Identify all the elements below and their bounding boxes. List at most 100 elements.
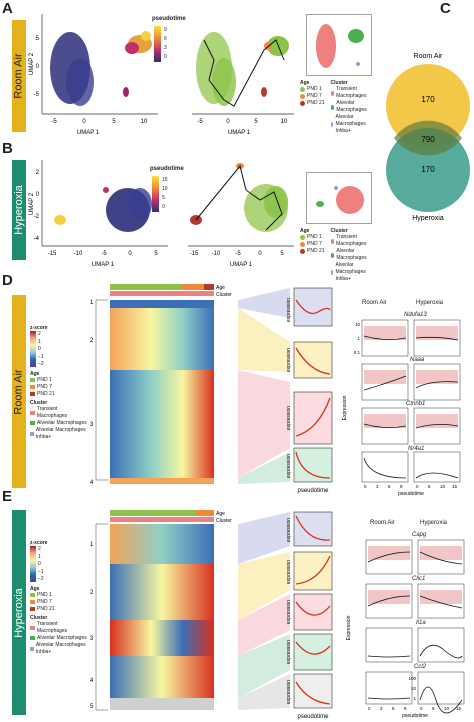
sidebar-label: Room Air (13, 368, 25, 415)
expression-label: expression (286, 454, 292, 478)
tick: 9 (404, 706, 407, 711)
expression-label: expression (286, 298, 292, 322)
gene-xlabel: pseudotime (398, 491, 424, 496)
dot (330, 238, 335, 244)
legend-cluster-title: Cluster (30, 614, 48, 621)
tick: -5 (197, 119, 203, 125)
tick: 2 (38, 546, 41, 552)
cluster-number: 2 (90, 338, 94, 344)
umap-xlabel: UMAP 1 (77, 130, 100, 136)
tick: 5 (428, 484, 431, 489)
cluster-number: 4 (90, 480, 94, 486)
legend-item: PND 1 (37, 591, 52, 598)
tick: 1 (38, 553, 41, 560)
tick: 0 (36, 192, 40, 198)
pseudotime-colorbar-a (154, 26, 161, 62)
panel-label-c: C (440, 0, 451, 17)
swatch (30, 646, 34, 651)
swatch (30, 600, 35, 604)
swatch (30, 378, 35, 382)
swatch (30, 593, 35, 597)
swatch (30, 385, 35, 389)
venn-overlap: 790 (421, 135, 435, 144)
umap-xlabel: UMAP 1 (92, 262, 115, 268)
gene-col-hyperoxia-e: Hyperoxia (420, 520, 448, 526)
tick: 10 (281, 119, 288, 125)
legend-cluster-title: Cluster (330, 228, 348, 234)
tick: 0 (38, 346, 41, 352)
panel-label-d: D (2, 272, 13, 289)
expression-label: expression (286, 560, 292, 584)
cluster-number: 3 (90, 636, 94, 642)
legend-item: PND 1 (37, 376, 52, 383)
zscore-colorbar (30, 546, 36, 582)
tick: 5 (432, 706, 435, 711)
tick: 5 (254, 119, 258, 125)
tick: 0 (258, 251, 262, 257)
legend-age-title: Age (30, 585, 40, 592)
tick: 10 (355, 322, 361, 327)
tick: 15 (162, 177, 168, 183)
pseudotime-title-a: pseudotime (152, 16, 186, 22)
expression-label: expression (286, 600, 292, 624)
legend-item: Alveolar Macrophages Inhba+ (35, 426, 86, 440)
umap-trajectory-room-air: UMAP 1 -5 0 5 10 (192, 32, 294, 136)
legend-item: PND 21 (37, 390, 55, 397)
sidebar-label: Room Air (13, 53, 25, 99)
pseudotime-ticks-b: 15 10 5 0 (162, 176, 168, 212)
zscore-colorbar (30, 331, 36, 367)
tick: 3 (376, 484, 379, 489)
legend-item: PND 7 (307, 93, 322, 99)
dot (330, 122, 334, 127)
dot (330, 90, 335, 96)
dot (300, 101, 305, 106)
sidebar-label: Hyperoxia (13, 587, 25, 638)
heatmap-cluster-label: Cluster (216, 518, 232, 524)
panel-label-e: E (2, 488, 13, 505)
tick: -5 (101, 251, 107, 257)
zscore-title: z-score (30, 540, 48, 546)
umap-xlabel: UMAP 1 (228, 130, 251, 136)
tick: 0 (82, 119, 86, 125)
tick: 0 (164, 54, 167, 60)
venn-bottom-only: 170 (421, 165, 435, 174)
tick: 0 (416, 484, 419, 489)
gene-row (361, 319, 461, 357)
legend-item: PND 1 (307, 86, 322, 92)
heatmap-age-label: Age (216, 511, 225, 517)
tick: 10 (444, 706, 450, 711)
gene-name: Nr4a1 (408, 446, 425, 452)
umap-pseudotime-hyperoxia: UMAP 1 UMAP 2 -15 -10 -5 0 5 2 0 -2 -4 (29, 160, 168, 268)
tick: 2 (38, 331, 41, 337)
gene-plots-e: Expression 100 10 1 0 3 6 9 0 5 10 15 ps… (346, 539, 465, 718)
tick: 10 (162, 186, 168, 192)
legend-item: PND 21 (307, 248, 325, 254)
umap-ylabel: UMAP 2 (29, 192, 35, 215)
pseudotime-title-b: pseudotime (150, 166, 184, 172)
legend-item: PND 7 (307, 241, 322, 247)
tick: 15 (456, 706, 462, 711)
tick: 0 (162, 204, 165, 210)
cluster-number: 1 (90, 300, 94, 306)
venn-bottom-label: Hyperoxia (412, 215, 444, 222)
heatmap-room-air: 1 2 3 4 Age Cluster (90, 284, 232, 486)
tick: 6 (392, 706, 395, 711)
pseudotime-xlabel: pseudotime (297, 488, 329, 494)
tick: −2 (38, 361, 44, 367)
umap-pseudotime-room-air: UMAP 1 UMAP 2 -5 0 5 10 5 0 -5 (29, 14, 158, 136)
legend-item: Alveolar Macrophages (37, 419, 87, 426)
venn-top-label: Room Air (414, 53, 443, 60)
tick: -5 (235, 251, 241, 257)
expression-label: expression (286, 348, 292, 372)
expression-curves-d: expression expression expression express… (238, 287, 333, 494)
cluster-number: 5 (90, 704, 94, 710)
gene-plots-d: Expression 10 1 0.1 0 3 6 9 0 5 10 15 ps… (342, 319, 461, 496)
zscore-title: z-score (30, 325, 48, 331)
venn-diagram: Room Air 170 790 170 Hyperoxia (386, 53, 470, 222)
gene-xlabel: pseudotime (402, 713, 428, 718)
gene-col-room-air-d: Room Air (362, 300, 387, 306)
pseudotime-ticks-a: 9 6 3 0 (164, 26, 167, 62)
expression-label: expression (286, 680, 292, 704)
legend-item: PND 7 (37, 598, 52, 605)
gene-col-hyperoxia-d: Hyperoxia (416, 300, 444, 306)
